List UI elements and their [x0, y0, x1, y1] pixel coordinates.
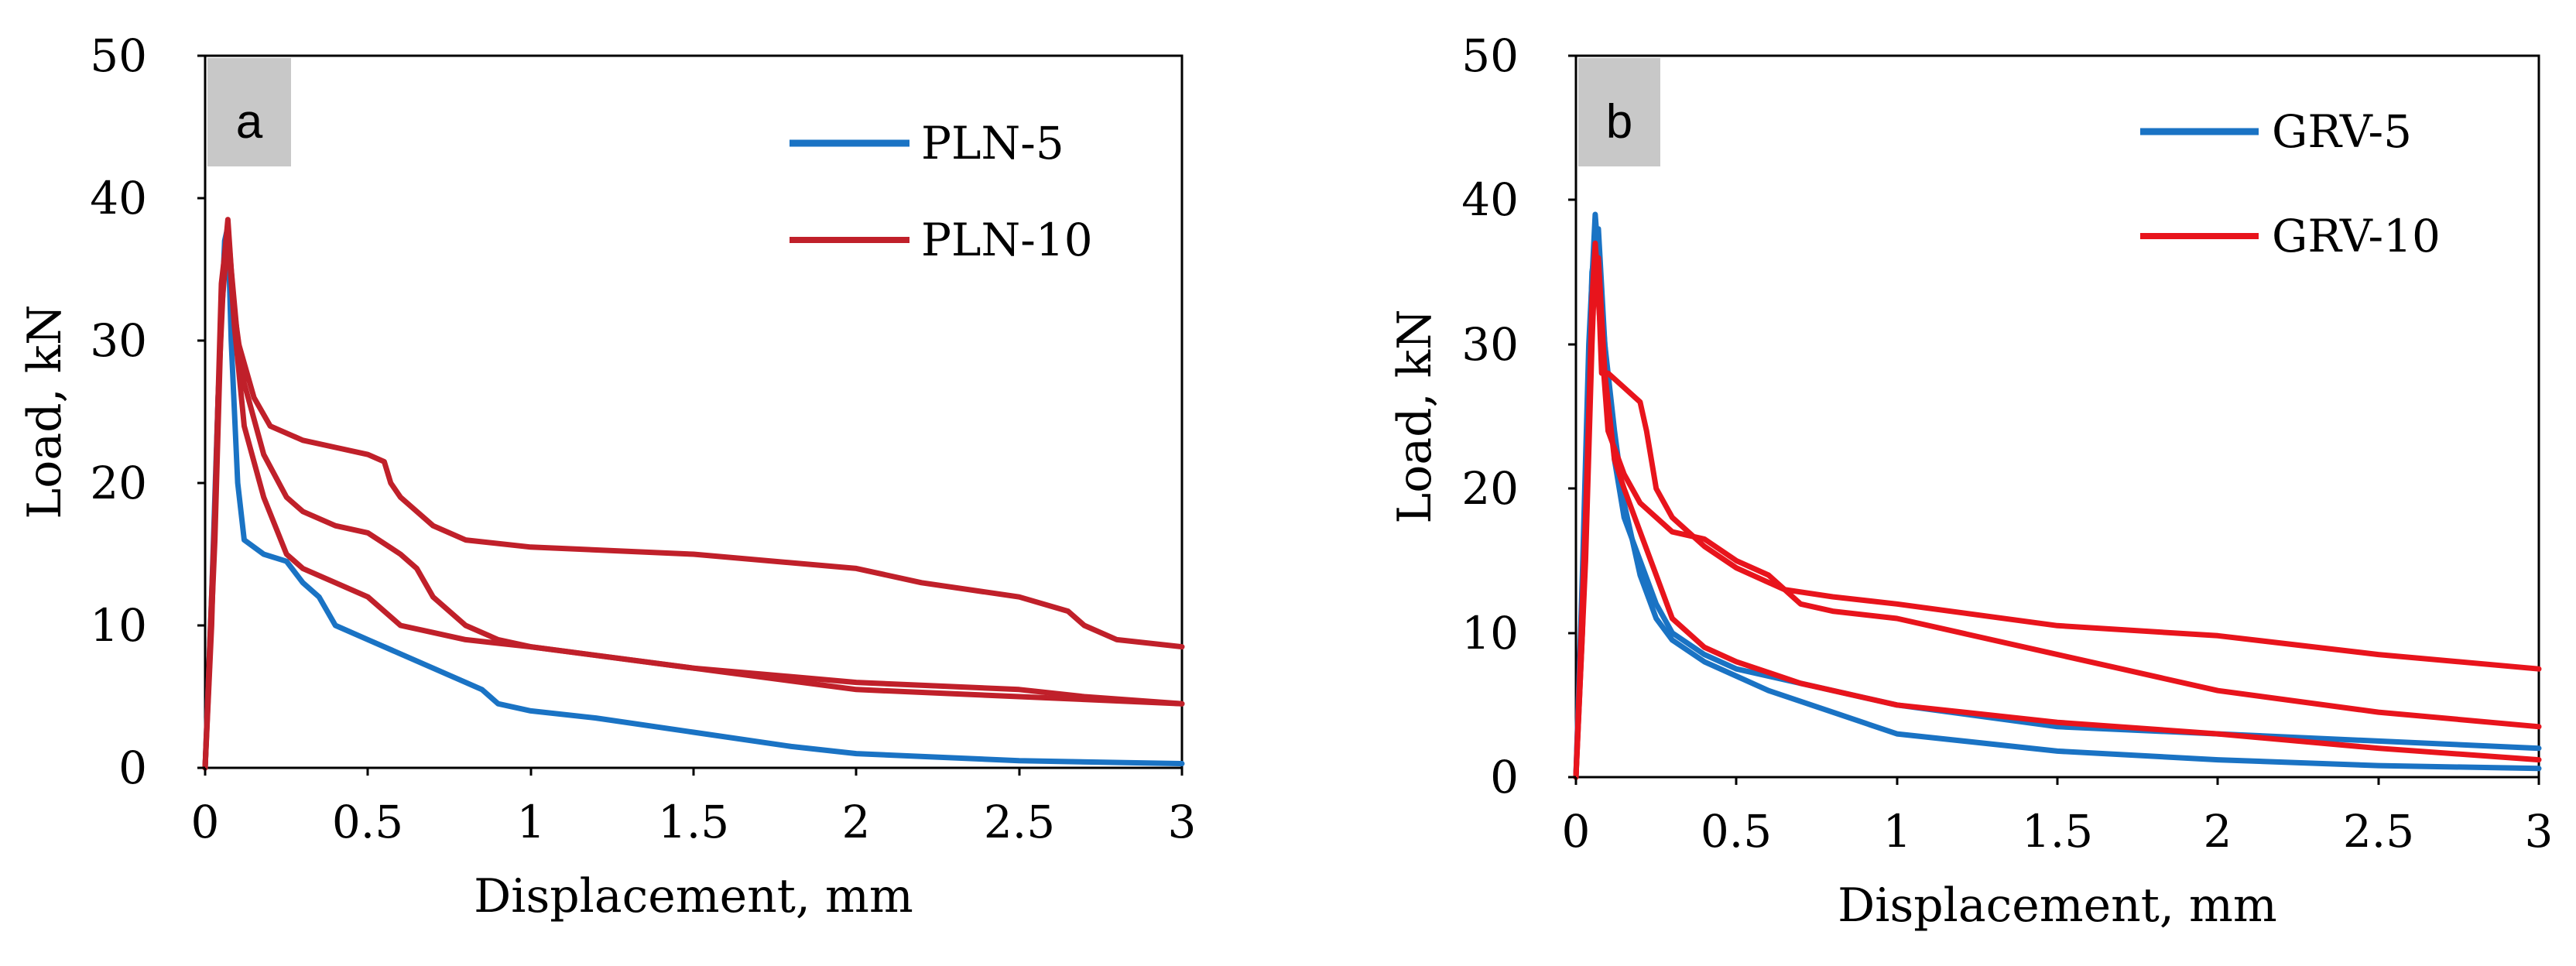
y-axis-label-a: Load, kN — [18, 304, 72, 519]
legend-label-pln-5: PLN-5 — [921, 117, 1064, 170]
chart-panel-a: a 0 10 20 30 40 50 0 0.5 1 — [18, 29, 1196, 923]
y-tick-label: 40 — [1461, 173, 1519, 226]
x-tick-label: 0 — [191, 796, 220, 848]
y-tick-label: 10 — [1461, 607, 1519, 659]
x-tick-label: 1 — [1883, 805, 1912, 858]
series-line-grv-10-5 — [1573, 255, 2542, 780]
x-tick-label: 2 — [2204, 805, 2232, 858]
y-tick-label: 0 — [1490, 751, 1519, 803]
series-line-grv-5-2 — [1573, 226, 2542, 780]
x-axis-label-a: Displacement, mm — [474, 869, 913, 923]
y-tick-label: 20 — [1461, 462, 1519, 515]
y-axis-label-b: Load, kN — [1388, 309, 1442, 523]
x-tick-label: 0.5 — [1701, 805, 1772, 858]
y-tick-label: 30 — [1461, 318, 1519, 371]
x-axis-b: 0 0.5 1 1.5 2 2.5 3 — [1562, 777, 2554, 858]
legend-label-grv-5: GRV-5 — [2272, 105, 2412, 158]
x-tick-label: 1.5 — [2022, 805, 2093, 858]
x-axis-label-b: Displacement, mm — [1838, 879, 2277, 933]
y-tick-label: 30 — [90, 314, 147, 367]
panel-label-a: a — [236, 95, 263, 149]
y-tick-label: 10 — [90, 599, 147, 652]
x-tick-label: 3 — [1168, 796, 1197, 848]
legend-label-grv-10: GRV-10 — [2272, 210, 2441, 262]
y-tick-label: 50 — [90, 29, 147, 82]
plot-area-a — [204, 54, 1184, 769]
y-tick-label: 40 — [90, 172, 147, 224]
y-tick-label: 50 — [1461, 29, 1519, 82]
x-tick-label: 3 — [2525, 805, 2554, 858]
x-tick-label: 0.5 — [332, 796, 403, 848]
series-layer-b — [1573, 211, 2542, 780]
y-tick-label: 0 — [118, 742, 147, 794]
panel-label-box-a — [207, 58, 291, 166]
chart-panel-b: b 0 10 20 30 40 50 0 0.5 1 1.5 — [1388, 29, 2553, 933]
x-tick-label: 2.5 — [984, 796, 1055, 848]
series-layer-a — [202, 217, 1185, 771]
panel-label-box-b — [1578, 58, 1660, 166]
x-axis-a: 0 0.5 1 1.5 2 2.5 3 — [191, 768, 1197, 848]
legend-b: GRV-5 GRV-10 — [2140, 105, 2441, 262]
panel-label-b: b — [1606, 95, 1632, 149]
x-tick-label: 2.5 — [2343, 805, 2414, 858]
series-line-grv-5-1 — [1573, 211, 2542, 780]
x-tick-label: 1 — [517, 796, 546, 848]
series-line-pln-10-4 — [202, 231, 1185, 771]
y-tick-label: 20 — [90, 457, 147, 509]
x-tick-label: 0 — [1562, 805, 1591, 858]
x-tick-label: 1.5 — [658, 796, 729, 848]
y-axis-a: 0 10 20 30 40 50 — [90, 29, 205, 794]
legend-a: PLN-5 PLN-10 — [790, 117, 1093, 266]
x-tick-label: 2 — [842, 796, 871, 848]
y-axis-b: 0 10 20 30 40 50 — [1461, 29, 1576, 803]
legend-label-pln-10: PLN-10 — [921, 214, 1093, 266]
